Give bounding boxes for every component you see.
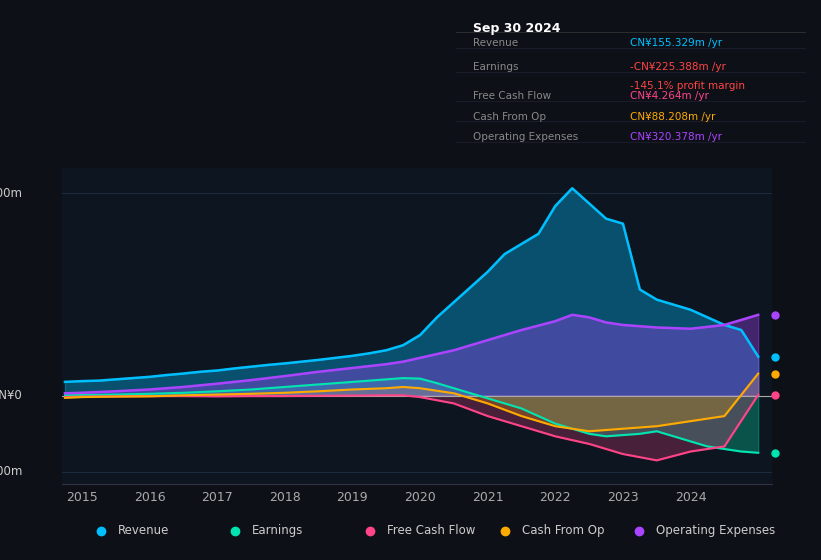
Text: CN¥88.208m /yr: CN¥88.208m /yr [631, 112, 715, 122]
Text: Free Cash Flow: Free Cash Flow [387, 524, 475, 537]
Text: Earnings: Earnings [473, 62, 519, 72]
Text: Operating Expenses: Operating Expenses [473, 133, 578, 142]
Text: Sep 30 2024: Sep 30 2024 [473, 22, 561, 35]
Text: CN¥800m: CN¥800m [0, 187, 22, 200]
Text: Operating Expenses: Operating Expenses [656, 524, 776, 537]
Text: -CN¥225.388m /yr: -CN¥225.388m /yr [631, 62, 726, 72]
Text: CN¥0: CN¥0 [0, 389, 22, 402]
Text: CN¥155.329m /yr: CN¥155.329m /yr [631, 38, 722, 48]
Text: Revenue: Revenue [117, 524, 169, 537]
Text: -CN¥300m: -CN¥300m [0, 465, 22, 478]
Text: Cash From Op: Cash From Op [473, 112, 546, 122]
Text: -145.1% profit margin: -145.1% profit margin [631, 81, 745, 91]
Text: Earnings: Earnings [252, 524, 304, 537]
Text: Free Cash Flow: Free Cash Flow [473, 91, 551, 101]
Text: Revenue: Revenue [473, 38, 518, 48]
Text: CN¥320.378m /yr: CN¥320.378m /yr [631, 133, 722, 142]
Text: CN¥4.264m /yr: CN¥4.264m /yr [631, 91, 709, 101]
Text: Cash From Op: Cash From Op [521, 524, 604, 537]
